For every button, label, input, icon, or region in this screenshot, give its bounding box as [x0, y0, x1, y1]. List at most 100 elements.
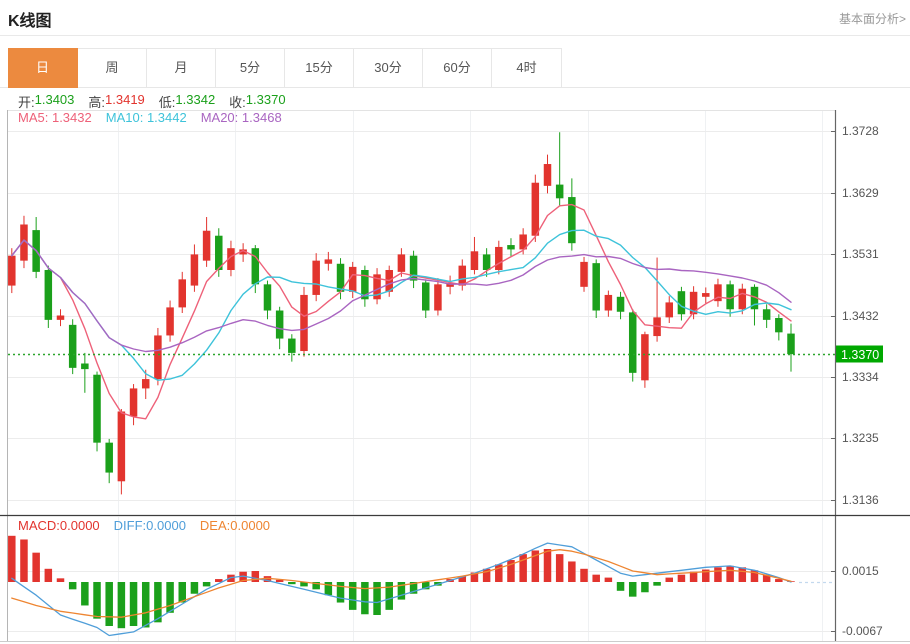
candle — [178, 279, 186, 308]
candle — [324, 259, 333, 264]
dea-line — [11, 549, 792, 618]
candle — [263, 284, 272, 311]
macd-bar — [543, 549, 552, 582]
high-value: 1.3419 — [105, 92, 145, 107]
macd-bar — [482, 568, 491, 582]
candle — [275, 310, 284, 339]
tab-period-1[interactable]: 周 — [78, 49, 147, 87]
tab-period-5[interactable]: 30分 — [354, 49, 423, 87]
candle — [604, 294, 613, 311]
candle — [81, 363, 89, 370]
macd-bar — [385, 582, 393, 610]
candle — [336, 263, 345, 292]
candle — [251, 248, 260, 285]
macd-bar — [202, 582, 211, 587]
tab-period-3[interactable]: 5分 — [216, 49, 285, 87]
macd-bar — [665, 577, 673, 582]
macd-bar — [141, 582, 150, 628]
macd-value: 0.0000 — [59, 518, 100, 533]
macd-bar — [190, 582, 199, 594]
macd-bar — [580, 568, 588, 582]
candle — [775, 317, 783, 333]
candle — [592, 263, 600, 311]
candle — [154, 335, 162, 380]
candle — [446, 283, 454, 287]
candle — [568, 197, 576, 244]
diff-line — [11, 542, 792, 637]
tab-period-2[interactable]: 月 — [147, 49, 216, 87]
ma5-line — [11, 203, 792, 420]
dea-value-readout: DEA: 0.0000 — [199, 518, 271, 533]
macd-bar — [495, 564, 503, 582]
candle — [543, 164, 552, 186]
macd-bar — [20, 539, 28, 582]
macd-bar — [507, 560, 515, 582]
candle — [458, 265, 467, 286]
fundamental-analysis-link[interactable]: 基本面分析> — [838, 12, 906, 26]
macd-bar — [702, 569, 710, 582]
tab-period-4[interactable]: 15分 — [285, 49, 354, 87]
macd-bar — [738, 567, 747, 582]
candle — [300, 294, 308, 352]
price-axis-label: 1.3235 — [842, 431, 879, 445]
ma20-value: 1.3468 — [241, 110, 282, 125]
macd-bar — [129, 582, 138, 626]
macd-axis-label: 0.0015 — [842, 564, 879, 578]
candle — [689, 291, 698, 315]
candle — [361, 269, 369, 300]
low-readout: 低: 1.3342 — [158, 92, 216, 110]
diff-value: 0.0000 — [146, 518, 186, 533]
macd-bar — [689, 571, 698, 582]
macd-bar — [336, 582, 345, 603]
macd-bar — [93, 582, 101, 619]
macd-bar — [56, 578, 65, 582]
candle — [68, 324, 77, 368]
macd-bar — [105, 582, 113, 626]
macd-bar — [775, 579, 783, 582]
candle — [714, 284, 722, 302]
price-axis-label: 1.3728 — [842, 124, 879, 138]
macd-bar — [32, 552, 40, 582]
last-price-badge — [836, 345, 883, 363]
candle — [495, 246, 503, 270]
candle — [44, 269, 53, 320]
ma10-readout: MA10: 1.3442 — [105, 110, 187, 125]
ma20-readout: MA20: 1.3468 — [200, 110, 282, 125]
candle — [397, 254, 406, 272]
macd-bar — [275, 579, 284, 582]
candle — [190, 254, 199, 286]
macd-axis-label: -0.0067 — [842, 624, 883, 638]
candle — [20, 224, 28, 261]
macd-bar — [251, 571, 260, 582]
candle — [239, 249, 247, 255]
macd-bar — [568, 561, 576, 582]
page-title: K线图 — [8, 13, 52, 30]
price-axis-label: 1.3136 — [842, 493, 879, 507]
macd-readout: MACD: 0.0000 DIFF: 0.0000 DEA: 0.0000 — [18, 518, 270, 533]
macd-bar — [263, 576, 272, 582]
macd-bar — [592, 574, 600, 582]
candle — [555, 184, 564, 199]
macd-bar — [215, 579, 223, 582]
last-price-badge-text: 1.3370 — [841, 348, 879, 362]
tab-period-6[interactable]: 60分 — [423, 49, 492, 87]
candle — [422, 282, 430, 311]
close-value: 1.3370 — [245, 92, 286, 107]
candle — [519, 234, 527, 250]
candle — [129, 388, 138, 417]
macd-bar — [604, 577, 613, 582]
diff-value-readout: DIFF: 0.0000 — [113, 518, 186, 533]
macd-bar — [470, 572, 479, 582]
tab-period-0[interactable]: 日 — [8, 48, 78, 88]
macd-bar — [239, 571, 247, 582]
candle — [409, 255, 418, 281]
tab-period-7[interactable]: 4时 — [492, 49, 561, 87]
candle — [470, 251, 479, 270]
macd-bar — [81, 582, 89, 606]
title-divider — [0, 35, 910, 36]
candle — [702, 293, 710, 297]
macd-bar — [348, 582, 357, 610]
ma5-value: 1.3432 — [51, 110, 92, 125]
ma20-line — [11, 239, 792, 353]
